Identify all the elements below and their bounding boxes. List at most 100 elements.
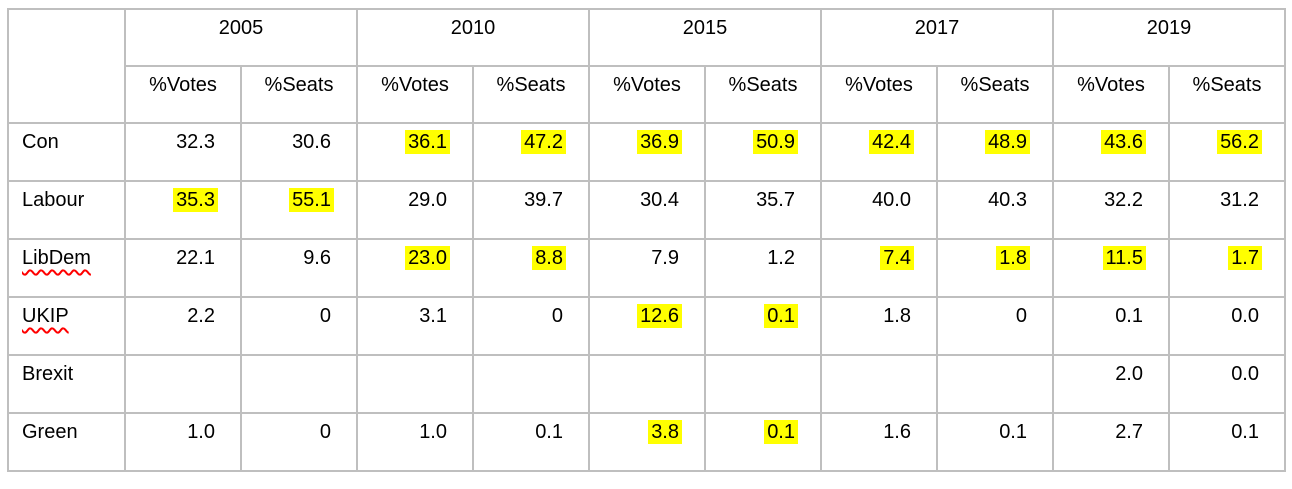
year-header-2015: 2015	[588, 8, 822, 67]
party-name: Con	[22, 131, 59, 153]
value-cell-ukip-0: 2.2	[124, 296, 242, 356]
party-row-labour: Labour 35.3 55.1 29.0 39.7 30.4 35.7 40.0 40.3 3…	[7, 180, 1286, 240]
value: 2.7	[1115, 421, 1143, 443]
party-name: Green	[22, 421, 78, 443]
value-cell-con-8: 43.6	[1052, 122, 1170, 182]
value: 2.2	[187, 305, 215, 327]
value: 0	[319, 305, 331, 327]
party-name-cell: LibDem	[7, 238, 126, 298]
value-cell-brexit-5	[704, 354, 822, 414]
highlighted-value: 7.4	[880, 246, 914, 270]
party-name: Labour	[22, 189, 85, 211]
value-cell-ukip-9: 0.0	[1168, 296, 1286, 356]
value-cell-con-0: 32.3	[124, 122, 242, 182]
highlighted-value: 36.1	[405, 130, 450, 154]
party-name-cell: Labour	[7, 180, 126, 240]
seats-header-2015: %Seats	[704, 65, 822, 124]
value-cell-ukip-7: 0	[936, 296, 1054, 356]
value-cell-green-7: 0.1	[936, 412, 1054, 472]
seats-header-2019: %Seats	[1168, 65, 1286, 124]
corner-cell	[7, 8, 126, 124]
value-cell-green-3: 0.1	[472, 412, 590, 472]
seats-header-2017: %Seats	[936, 65, 1054, 124]
value: 0.1	[535, 421, 563, 443]
value-cell-con-5: 50.9	[704, 122, 822, 182]
value: 32.3	[176, 131, 215, 153]
value-cell-libdem-7: 1.8	[936, 238, 1054, 298]
value-cell-labour-1: 55.1	[240, 180, 358, 240]
value-cell-libdem-3: 8.8	[472, 238, 590, 298]
value: 0.1	[1231, 421, 1259, 443]
value: 39.7	[524, 189, 563, 211]
value: 1.2	[767, 247, 795, 269]
value-cell-ukip-3: 0	[472, 296, 590, 356]
value-cell-ukip-4: 12.6	[588, 296, 706, 356]
value: 40.3	[988, 189, 1027, 211]
value: 9.6	[303, 247, 331, 269]
value: 0	[1015, 305, 1027, 327]
value-cell-ukip-8: 0.1	[1052, 296, 1170, 356]
year-header-2005: 2005	[124, 8, 358, 67]
value-cell-libdem-5: 1.2	[704, 238, 822, 298]
highlighted-value: 8.8	[532, 246, 566, 270]
value: 32.2	[1104, 189, 1143, 211]
value-cell-con-7: 48.9	[936, 122, 1054, 182]
value-cell-green-2: 1.0	[356, 412, 474, 472]
value: 1.0	[187, 421, 215, 443]
value: 0	[551, 305, 563, 327]
highlighted-value: 43.6	[1101, 130, 1146, 154]
party-row-brexit: Brexit 2.0 0.0	[7, 354, 1286, 414]
value-cell-libdem-2: 23.0	[356, 238, 474, 298]
value-cell-green-0: 1.0	[124, 412, 242, 472]
value-cell-libdem-4: 7.9	[588, 238, 706, 298]
value: 29.0	[408, 189, 447, 211]
value-cell-green-6: 1.6	[820, 412, 938, 472]
highlighted-value: 0.1	[764, 304, 798, 328]
value-cell-ukip-2: 3.1	[356, 296, 474, 356]
highlighted-value: 50.9	[753, 130, 798, 154]
party-name: LibDem	[22, 247, 91, 269]
highlighted-value: 35.3	[173, 188, 218, 212]
value: 40.0	[872, 189, 911, 211]
value-cell-libdem-6: 7.4	[820, 238, 938, 298]
value-cell-green-1: 0	[240, 412, 358, 472]
highlighted-value: 1.7	[1228, 246, 1262, 270]
value: 0.0	[1231, 305, 1259, 327]
party-row-libdem: LibDem 22.1 9.6 23.0 8.8 7.9 1.2 7.4 1.8 11.5 1.7	[7, 238, 1286, 298]
value-cell-libdem-1: 9.6	[240, 238, 358, 298]
election-results-table: 2005 2010 2015 2017 2019 %Votes %Seats %…	[7, 8, 1286, 472]
party-name: Brexit	[22, 363, 74, 385]
value-cell-brexit-1	[240, 354, 358, 414]
value-cell-brexit-6	[820, 354, 938, 414]
table-body: Con 32.3 30.6 36.1 47.2 36.9 50.9 42.4 48.9 43.6…	[7, 122, 1286, 472]
value: 0.1	[999, 421, 1027, 443]
value: 22.1	[176, 247, 215, 269]
party-row-green: Green 1.0 0 1.0 0.1 3.8 0.1 1.6 0.1 2.7 0.1	[7, 412, 1286, 472]
value-cell-brexit-2	[356, 354, 474, 414]
value: 30.4	[640, 189, 679, 211]
votes-header-2005: %Votes	[124, 65, 242, 124]
year-header-2019: 2019	[1052, 8, 1286, 67]
year-header-2017: 2017	[820, 8, 1054, 67]
party-name-cell: Brexit	[7, 354, 126, 414]
highlighted-value: 1.8	[996, 246, 1030, 270]
value-cell-ukip-1: 0	[240, 296, 358, 356]
value: 0	[319, 421, 331, 443]
value-cell-libdem-0: 22.1	[124, 238, 242, 298]
seats-header-2010: %Seats	[472, 65, 590, 124]
value-cell-con-4: 36.9	[588, 122, 706, 182]
highlighted-value: 12.6	[637, 304, 682, 328]
year-header-row: 2005 2010 2015 2017 2019	[7, 8, 1286, 124]
value: 31.2	[1220, 189, 1259, 211]
value-cell-con-9: 56.2	[1168, 122, 1286, 182]
value: 1.8	[883, 305, 911, 327]
value-cell-ukip-6: 1.8	[820, 296, 938, 356]
value-cell-brexit-8: 2.0	[1052, 354, 1170, 414]
value: 30.6	[292, 131, 331, 153]
value-cell-ukip-5: 0.1	[704, 296, 822, 356]
value-cell-green-8: 2.7	[1052, 412, 1170, 472]
highlighted-value: 3.8	[648, 420, 682, 444]
value-cell-labour-9: 31.2	[1168, 180, 1286, 240]
value-cell-green-4: 3.8	[588, 412, 706, 472]
value-cell-brexit-3	[472, 354, 590, 414]
